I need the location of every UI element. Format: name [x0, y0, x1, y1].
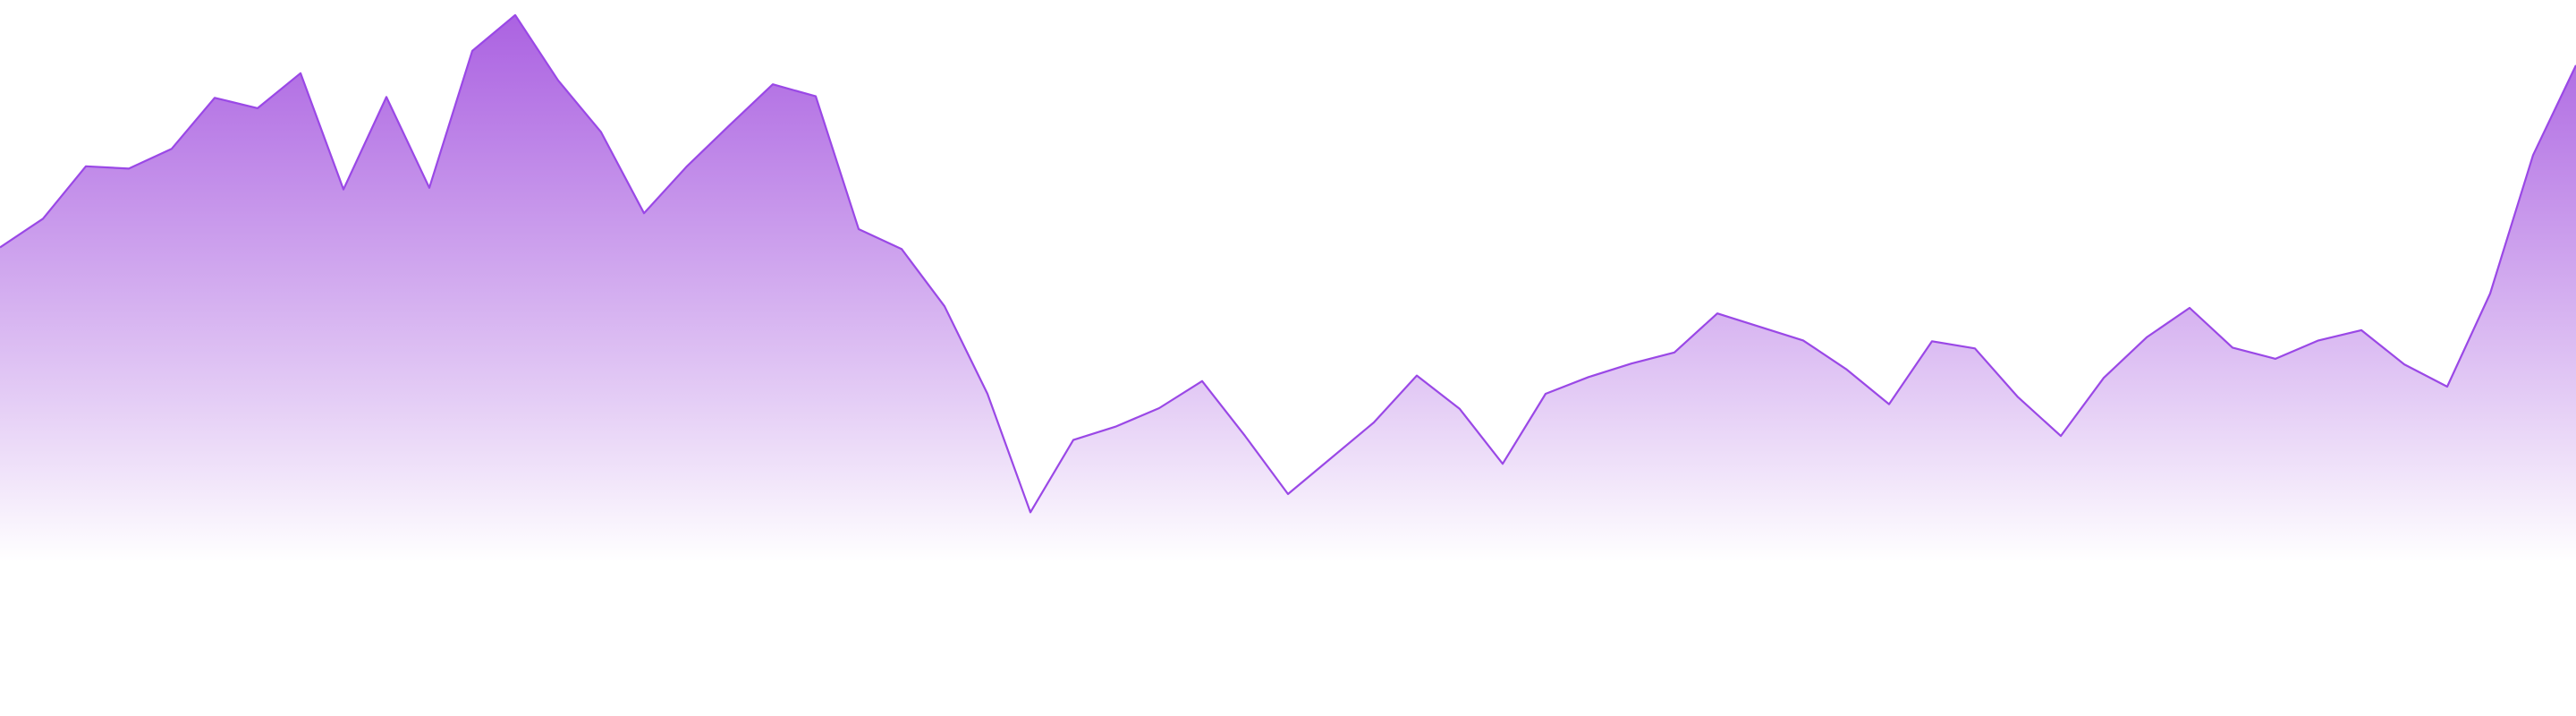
chart-marks: [0, 13, 2576, 716]
area-fill: [0, 14, 2576, 716]
